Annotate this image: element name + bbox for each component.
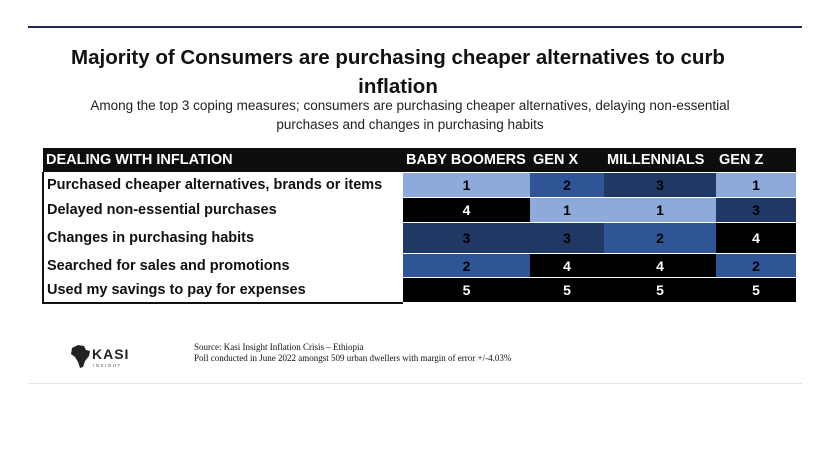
rank-cell: 2 <box>716 253 796 278</box>
rank-cell: 2 <box>403 253 530 278</box>
page-subtitle: Among the top 3 coping measures; consume… <box>90 98 730 132</box>
inflation-coping-table: DEALING WITH INFLATION BABY BOOMERS GEN … <box>42 148 796 304</box>
table-row: Changes in purchasing habits 3 3 2 4 <box>42 222 796 254</box>
logo-wordmark: KASI <box>92 346 129 362</box>
rank-cell: 5 <box>403 277 530 303</box>
bottom-divider <box>28 383 802 384</box>
table-body: Purchased cheaper alternatives, brands o… <box>42 172 796 304</box>
column-header: GEN X <box>530 148 604 173</box>
rank-cell: 4 <box>530 253 604 278</box>
source-line: Source: Kasi Insight Inflation Crisis – … <box>194 342 364 352</box>
rank-cell: 2 <box>604 222 716 254</box>
rank-cell: 3 <box>716 197 796 223</box>
source-note: Source: Kasi Insight Inflation Crisis – … <box>194 342 511 364</box>
row-label: Searched for sales and promotions <box>42 253 403 278</box>
row-label: Used my savings to pay for expenses <box>42 277 403 304</box>
rank-cell: 4 <box>403 197 530 223</box>
rank-cell: 1 <box>716 172 796 198</box>
rank-cell: 2 <box>530 172 604 198</box>
rank-cell: 3 <box>604 172 716 198</box>
table-header-label: DEALING WITH INFLATION <box>43 148 403 173</box>
kasi-logo: KASI INSIGHT <box>71 345 129 368</box>
table-header-row: DEALING WITH INFLATION BABY BOOMERS GEN … <box>43 148 796 173</box>
column-header: MILLENNIALS <box>604 148 716 173</box>
rank-cell: 3 <box>530 222 604 254</box>
row-label: Changes in purchasing habits <box>42 222 403 254</box>
table-row: Searched for sales and promotions 2 4 4 2 <box>42 253 796 278</box>
column-header: GEN Z <box>716 148 796 173</box>
poll-details-line: Poll conducted in June 2022 amongst 509 … <box>194 353 512 363</box>
rank-cell: 4 <box>604 253 716 278</box>
table-row: Purchased cheaper alternatives, brands o… <box>42 172 796 198</box>
rank-cell: 1 <box>530 197 604 223</box>
page-title: Majority of Consumers are purchasing che… <box>71 46 725 98</box>
table-row: Delayed non-essential purchases 4 1 1 3 <box>42 197 796 223</box>
column-header: BABY BOOMERS <box>403 148 530 173</box>
top-divider <box>28 26 802 28</box>
logo-tagline: INSIGHT <box>93 363 122 368</box>
row-label: Purchased cheaper alternatives, brands o… <box>42 172 403 198</box>
rank-cell: 5 <box>604 277 716 303</box>
rank-cell: 5 <box>716 277 796 303</box>
rank-cell: 1 <box>403 172 530 198</box>
rank-cell: 5 <box>530 277 604 303</box>
table-row: Used my savings to pay for expenses 5 5 5 5 <box>42 277 796 304</box>
africa-map-icon <box>71 345 90 368</box>
row-label: Delayed non-essential purchases <box>42 197 403 223</box>
rank-cell: 3 <box>403 222 530 254</box>
rank-cell: 4 <box>716 222 796 254</box>
rank-cell: 1 <box>604 197 716 223</box>
